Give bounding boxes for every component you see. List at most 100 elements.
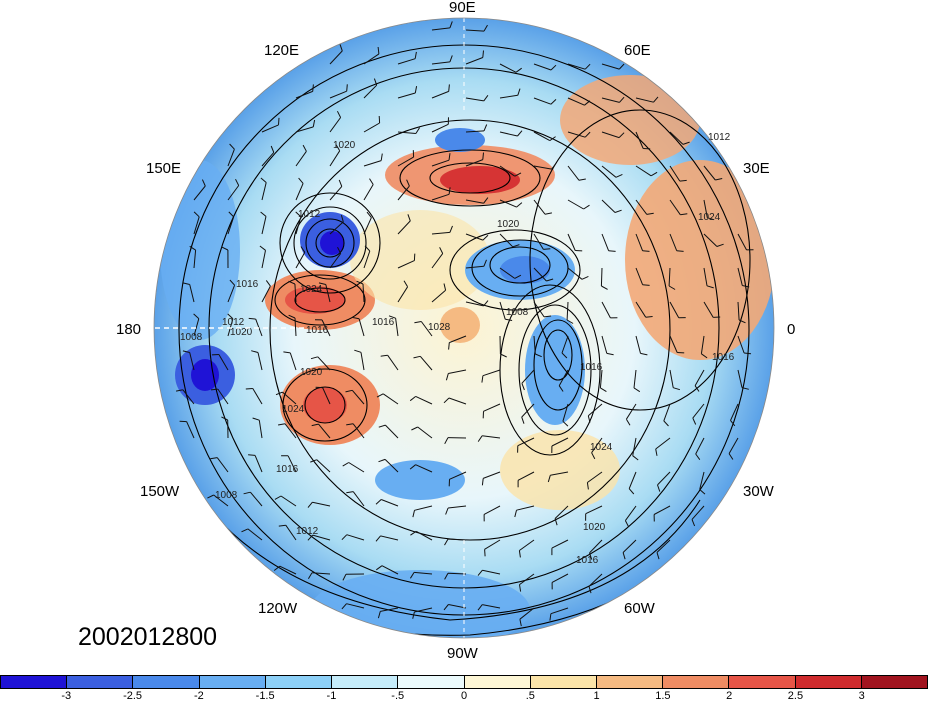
wind-barb: [484, 539, 501, 550]
wind-barb-feather: [243, 491, 251, 495]
wind-barb-feather: [618, 63, 625, 70]
wind-barb: [329, 50, 343, 65]
wind-barb: [655, 437, 671, 450]
wind-barb: [635, 199, 648, 215]
lon-label-90w: 90W: [447, 645, 478, 662]
wind-barb-feather: [558, 385, 564, 392]
wind-barb: [465, 265, 484, 269]
wind-barb: [397, 92, 416, 99]
colorbar-tick-label: -1: [326, 690, 337, 702]
wind-barb-feather: [633, 387, 641, 393]
colorbar-tick-label: -2: [193, 690, 204, 702]
wind-barb-feather: [587, 415, 591, 423]
wind-barb-feather: [235, 178, 240, 186]
wind-barb: [358, 318, 365, 337]
wind-barb-feather: [378, 458, 386, 463]
wind-barb: [517, 437, 535, 447]
wind-barb: [533, 301, 545, 318]
wind-barb: [363, 217, 372, 235]
wind-barb: [624, 505, 637, 521]
wind-barb: [420, 321, 433, 337]
wind-barb-feather: [632, 455, 639, 461]
wind-barb: [217, 388, 229, 405]
wind-barb: [280, 495, 297, 507]
wind-barb-feather: [337, 246, 342, 254]
wind-barb: [499, 267, 515, 279]
lon-label-30w: 30W: [743, 483, 774, 500]
contour-label: 1016: [576, 555, 599, 566]
contour-label: 1024: [300, 284, 323, 295]
wind-barb-feather: [699, 489, 706, 495]
wind-barb: [562, 403, 569, 422]
wind-barb: [414, 505, 433, 511]
wind-barb: [668, 267, 671, 287]
wind-barb-feather: [409, 572, 415, 579]
wind-barb-feather: [248, 454, 256, 456]
wind-barb-feather: [566, 319, 574, 324]
wind-barb: [601, 165, 617, 178]
wind-barb: [587, 471, 603, 483]
wind-barb: [397, 131, 416, 134]
wind-barb-feather: [515, 67, 522, 73]
wind-barb-feather: [260, 177, 267, 183]
wind-barb: [261, 182, 267, 201]
wind-barb: [737, 335, 745, 354]
wind-barb: [227, 185, 240, 201]
wind-barb-feather: [448, 342, 450, 350]
wind-barb-feather: [210, 457, 218, 460]
wind-barb-feather: [701, 353, 708, 359]
wind-barb: [737, 267, 743, 286]
wind-barb: [635, 165, 652, 177]
wind-barb: [483, 505, 501, 515]
map-boundary: [153, 17, 775, 639]
contour-label: 1008: [215, 490, 238, 501]
wind-barb-feather: [380, 153, 383, 161]
wind-barb-feather: [339, 44, 343, 52]
wind-barb: [533, 165, 552, 170]
wind-barb-feather: [481, 478, 484, 486]
wind-barb: [449, 335, 467, 344]
wind-barb-feather: [549, 613, 552, 621]
wind-barb: [669, 165, 681, 182]
contour-label: 1008: [180, 332, 203, 343]
wind-barbs: [176, 21, 754, 627]
wind-barb-feather: [663, 420, 669, 427]
wind-barb: [295, 126, 314, 133]
wind-barb: [295, 216, 302, 235]
wind-barb: [703, 267, 708, 286]
wind-barb-feather: [615, 173, 623, 178]
wind-barb-feather: [550, 64, 557, 71]
wind-barb: [558, 369, 569, 386]
wind-barb-feather: [283, 351, 291, 354]
wind-barb: [533, 131, 551, 142]
wind-barb-feather: [650, 171, 658, 177]
wind-barb: [554, 505, 569, 519]
wind-barb: [551, 539, 569, 549]
wind-barb: [312, 501, 331, 507]
wind-barb-feather: [265, 280, 271, 287]
wind-barb: [414, 571, 433, 575]
wind-barb-feather: [477, 569, 483, 576]
wind-barb-feather: [680, 213, 688, 216]
wind-barb-feather: [274, 495, 282, 500]
colorbar-tick-label: -3: [61, 690, 72, 702]
wind-barb-feather: [259, 245, 266, 251]
wind-barb: [483, 403, 501, 412]
wind-barb-feather: [584, 63, 591, 70]
wind-barb-feather: [229, 279, 235, 286]
colorbar-tick-label: 2.5: [787, 690, 804, 702]
wind-barb-feather: [706, 285, 714, 289]
wind-barb-feather: [716, 243, 724, 247]
contour-label: 1020: [333, 140, 356, 151]
contour-value-labels: 1020 1012 1016 1020 1024 1016 1012 1008 …: [180, 132, 735, 566]
wind-barb-feather: [295, 211, 302, 218]
wind-barb: [550, 471, 569, 476]
wind-barb: [431, 289, 446, 303]
wind-barb: [218, 354, 229, 371]
wind-barb-feather: [679, 179, 687, 182]
wind-barb-feather: [578, 178, 586, 181]
wind-barb: [431, 253, 444, 269]
colorbar-tick-label: 1: [593, 690, 600, 702]
contour-label: 1024: [698, 212, 721, 223]
contour-label: 1020: [583, 522, 606, 533]
